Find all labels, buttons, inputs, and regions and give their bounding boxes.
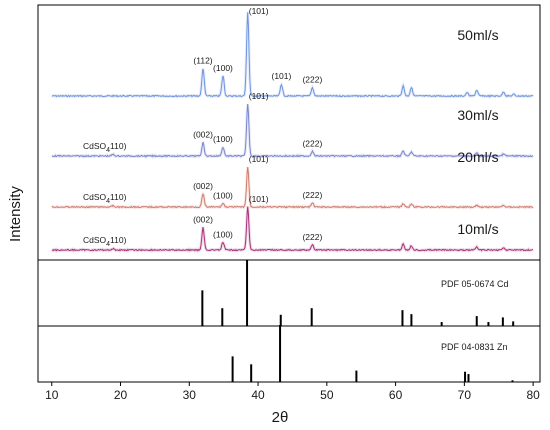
x-tick-label: 70: [458, 388, 472, 402]
x-axis: 10 20 30 40 50 60 70 80: [45, 382, 540, 402]
series-label: 50ml/s: [457, 27, 498, 43]
peak-label: (002): [193, 215, 213, 225]
series-label: 10ml/s: [457, 221, 498, 237]
reference-label: PDF 04-0831 Zn: [441, 342, 508, 352]
reference-label: PDF 05-0674 Cd: [441, 279, 509, 289]
series-line: [51, 103, 534, 158]
series-halo: [51, 12, 534, 100]
series-line: [51, 12, 534, 98]
peak-label: (002): [193, 181, 213, 191]
series-30ml-s: 30ml/s CdSO4110) (002) (100) (101) (222): [51, 91, 534, 160]
peak-label: (101): [272, 71, 292, 81]
reference-pdf-05-0674-cd: PDF 05-0674 Cd: [201, 260, 515, 326]
x-tick-label: 40: [251, 388, 265, 402]
peak-label: (100): [213, 229, 233, 239]
peak-label: (101): [249, 6, 269, 16]
peak-label: (002): [193, 129, 213, 139]
x-tick-label: 60: [389, 388, 403, 402]
x-tick-label: 30: [183, 388, 197, 402]
peak-label-cdso4: CdSO4110): [83, 192, 127, 205]
peak-label: (101): [249, 154, 269, 164]
series-line: [51, 206, 534, 252]
x-tick-label: 10: [45, 388, 59, 402]
x-tick-label: 50: [320, 388, 334, 402]
series-label: 30ml/s: [457, 107, 498, 123]
peak-label-cdso4: CdSO4110): [83, 235, 127, 248]
peak-label: (222): [302, 232, 322, 242]
series-10ml-s: 10ml/s CdSO4110) (002)(100) (101) (222): [51, 194, 534, 254]
peak-label-cdso4: CdSO4110): [83, 141, 127, 154]
peak-label: (100): [213, 134, 233, 144]
series-20ml-s: 20ml/s CdSO4110) (002)(100) (101) (222): [50, 149, 534, 211]
reference-pdf-04-0831-zn: PDF 04-0831 Zn: [231, 325, 514, 382]
plot-border: [37, 4, 541, 383]
peak-label: (112): [193, 55, 212, 65]
reference-layer: PDF 05-0674 Cd PDF 04-0831 Zn: [201, 260, 515, 382]
peak-label: (101): [249, 91, 269, 101]
peak-label: (101): [249, 194, 269, 204]
plot-frame: [37, 4, 541, 383]
peak-label: (222): [302, 190, 322, 200]
series-label: 20ml/s: [457, 149, 498, 165]
peak-label: (100): [213, 190, 233, 200]
y-axis-title: Intensity: [7, 186, 24, 242]
series-50ml-s: 50ml/s(112)(100)(101)(101) (222): [51, 6, 534, 100]
x-tick-label: 20: [114, 388, 128, 402]
peak-label: (222): [302, 138, 322, 148]
series-line: [51, 167, 534, 209]
series-layer: 50ml/s(112)(100)(101)(101) (222)30ml/sCdS…: [50, 6, 534, 254]
peak-label: (222): [302, 75, 322, 85]
x-axis-title: 2θ: [272, 409, 289, 426]
peak-label: (100): [213, 63, 233, 73]
x-tick-label: 80: [526, 388, 540, 402]
